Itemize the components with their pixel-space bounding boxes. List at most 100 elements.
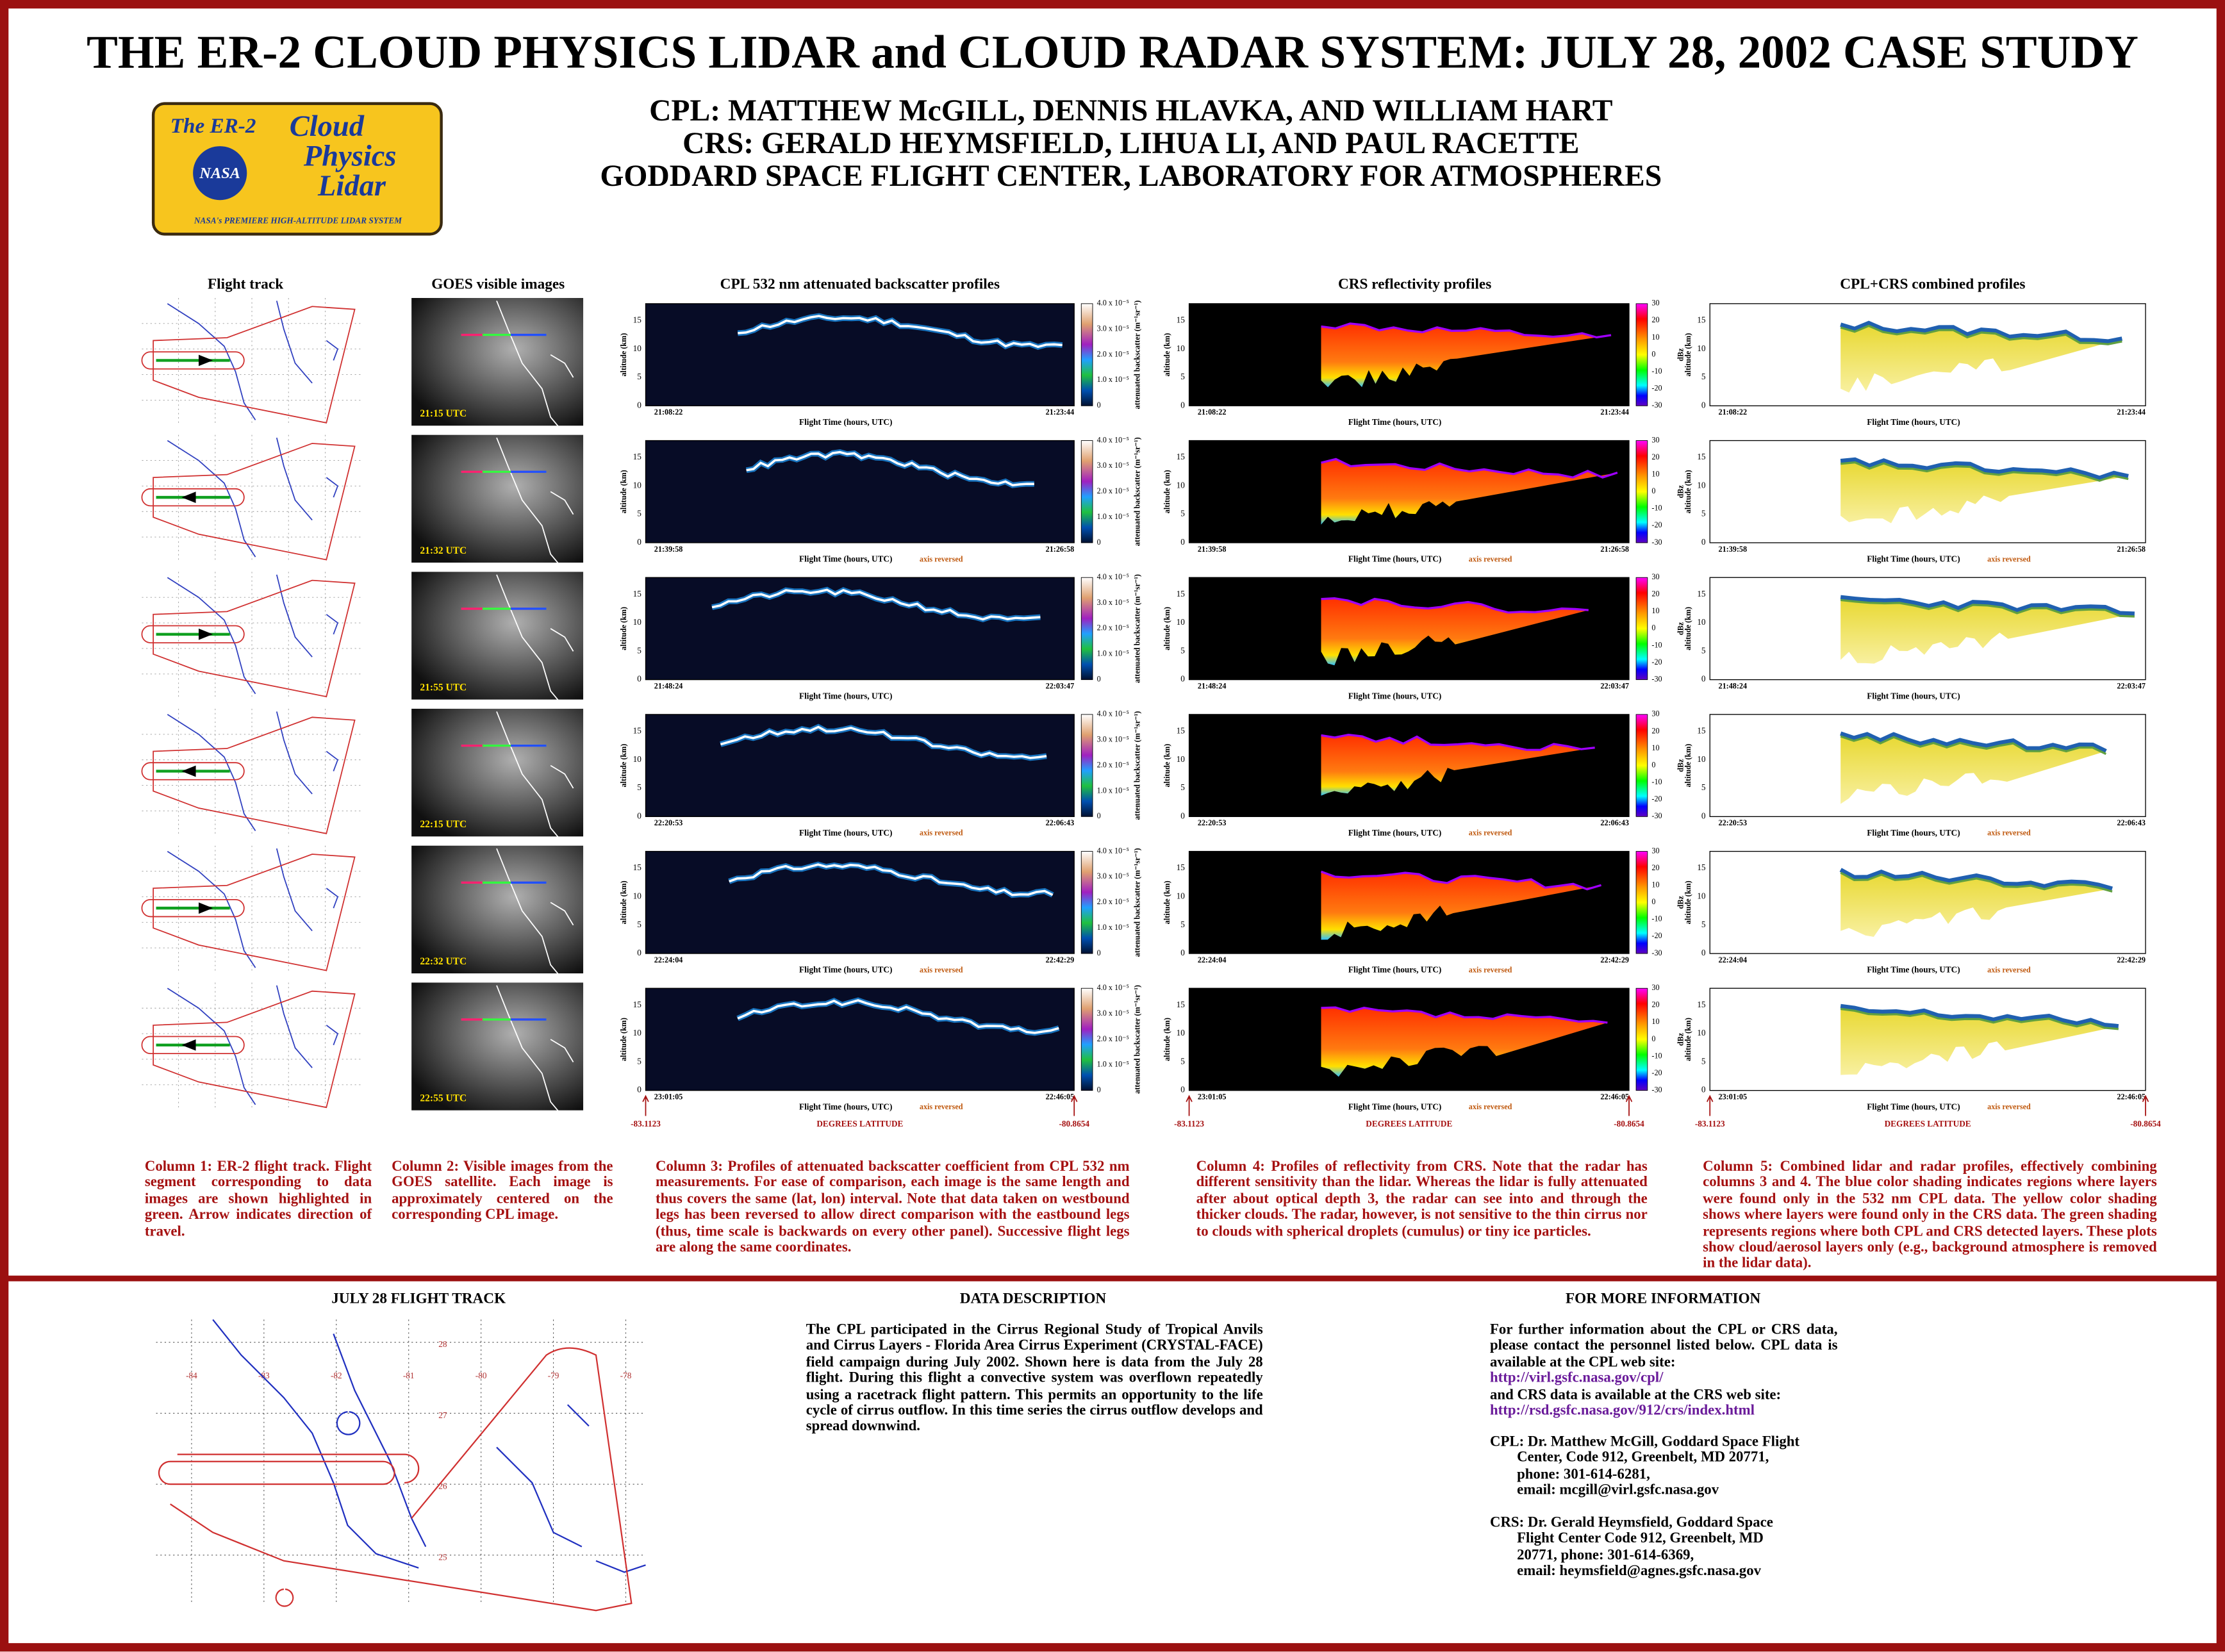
- author-line: CRS: GERALD HEYMSFIELD, LIHUA LI, AND PA…: [682, 127, 1579, 160]
- goes-coastline: [496, 437, 574, 572]
- altitude-tick: 5: [1180, 920, 1185, 929]
- echo-top: [1321, 322, 1612, 339]
- altitude-tick: 15: [1177, 1000, 1186, 1009]
- altitude-tick: 0: [1701, 537, 1706, 547]
- colorbar-tick: 3.0 x 10⁻⁵: [1097, 1009, 1129, 1018]
- poster-title: THE ER-2 CLOUD PHYSICS LIDAR and CLOUD R…: [87, 26, 2138, 78]
- goes-time: 21:55 UTC: [420, 682, 467, 693]
- colorbar-tick: 20: [1651, 726, 1659, 735]
- flight-time-label: Flight Time (hours, UTC): [799, 828, 892, 838]
- flight-path: [158, 1347, 633, 1612]
- crs-url[interactable]: http://rsd.gsfc.nasa.gov/912/crs/index.h…: [1490, 1403, 1755, 1419]
- contact-line: email: mcgill@virl.gsfc.nasa.gov: [1517, 1483, 1719, 1499]
- backscatter-layer: [720, 725, 1047, 759]
- colorbar-tick: -10: [1651, 640, 1662, 649]
- colorbar-tick: 4.0 x 10⁻⁵: [1097, 572, 1129, 581]
- longitude-label: -81: [403, 1371, 415, 1380]
- altitude-tick: 0: [1180, 674, 1185, 684]
- altitude-tick: 5: [1180, 782, 1185, 792]
- altitude-tick: 0: [1180, 948, 1185, 957]
- axis-reversed-note: axis reversed: [920, 1102, 963, 1111]
- column-header: CPL 532 nm attenuated backscatter profil…: [720, 276, 1000, 292]
- altitude-label: altitude (km): [1162, 1018, 1171, 1061]
- reflectivity-echo: [1321, 598, 1589, 666]
- both-layer: [1840, 324, 2122, 345]
- altitude-tick: 15: [1697, 589, 1706, 599]
- latitude-label: 28: [438, 1339, 447, 1349]
- latitude-end: -80.8654: [1059, 1119, 1089, 1128]
- colorbar-tick: -20: [1651, 1068, 1662, 1077]
- goes-time: 22:55 UTC: [420, 1093, 467, 1104]
- colorbar-tick: 10: [1651, 469, 1659, 478]
- flight-time-label: Flight Time (hours, UTC): [1867, 554, 1960, 564]
- altitude-label: altitude (km): [619, 1018, 628, 1061]
- altitude-label: altitude (km): [619, 880, 628, 924]
- logo-name: Cloud: [290, 110, 365, 143]
- direction-arrow: [181, 765, 196, 777]
- colorbar-tick: 20: [1651, 590, 1659, 599]
- cpl-only-layer: [1840, 731, 2107, 754]
- colorbar: [1080, 440, 1093, 543]
- altitude-tick: 0: [1180, 1085, 1185, 1094]
- altitude-label: altitude (km): [1683, 744, 1692, 788]
- flight-time-label: Flight Time (hours, UTC): [1348, 965, 1441, 975]
- cpl-only-layer: [1840, 320, 2122, 344]
- axis-reversed-note: axis reversed: [1469, 829, 1512, 838]
- goes-image: [411, 982, 584, 1111]
- altitude-label: altitude (km): [1162, 607, 1171, 650]
- start-time: 21:08:22: [1719, 408, 1748, 417]
- latitude-end: -80.8654: [1614, 1119, 1644, 1128]
- longitude-label: -78: [620, 1371, 632, 1380]
- altitude-tick: 15: [1697, 863, 1706, 872]
- colorbar-tick: 1.0 x 10⁻⁵: [1097, 512, 1129, 521]
- altitude-tick: 0: [1180, 400, 1185, 409]
- echo-top: [1321, 597, 1589, 614]
- column-header: CRS reflectivity profiles: [1338, 276, 1491, 292]
- cpl-only-layer: [1839, 868, 2113, 891]
- nasa-meatball: [193, 146, 247, 201]
- colorbar-tick: 20: [1651, 1000, 1659, 1009]
- altitude-tick: 15: [1697, 726, 1706, 736]
- altitude-tick: 5: [637, 1056, 641, 1066]
- contact-line: CRS: Dr. Gerald Heymsfield, Goddard Spac…: [1490, 1515, 1773, 1532]
- direction-arrow: [199, 902, 213, 914]
- colorbar-tick: -30: [1651, 674, 1662, 683]
- flight-time-label: Flight Time (hours, UTC): [799, 554, 892, 564]
- contact-line: 20771, phone: 301-614-6369,: [1517, 1548, 1694, 1564]
- logo-name: Lidar: [317, 170, 386, 202]
- section-title: FOR MORE INFORMATION: [1566, 1291, 1761, 1307]
- altitude-label: altitude (km): [1683, 470, 1692, 513]
- altitude-tick: 0: [1701, 1085, 1706, 1094]
- flight-path: [141, 579, 356, 698]
- altitude-tick: 10: [633, 617, 642, 627]
- altitude-tick: 0: [1701, 400, 1706, 409]
- colorbar-tick: 30: [1651, 709, 1659, 718]
- end-time: 21:23:44: [1046, 408, 1075, 417]
- colorbar-tick: -10: [1651, 1051, 1662, 1060]
- end-time: 22:03:47: [1600, 682, 1629, 691]
- colorbar-tick: 4.0 x 10⁻⁵: [1097, 709, 1129, 718]
- echo-top: [1321, 1006, 1608, 1024]
- altitude-tick: 15: [1697, 315, 1706, 324]
- flight-time-label: Flight Time (hours, UTC): [799, 691, 892, 700]
- altitude-tick: 0: [637, 948, 641, 957]
- colorbar-tick: 1.0 x 10⁻⁵: [1097, 649, 1129, 658]
- cpl-url[interactable]: http://virl.gsfc.nasa.gov/cpl/: [1490, 1371, 1664, 1387]
- altitude-tick: 5: [1180, 372, 1185, 381]
- latitude-start: -83.1123: [1695, 1119, 1725, 1128]
- colorbar-tick: 1.0 x 10⁻⁵: [1097, 1060, 1129, 1069]
- altitude-tick: 10: [633, 1028, 642, 1037]
- reflectivity-echo: [1321, 323, 1612, 388]
- altitude-tick: 10: [1177, 1028, 1186, 1037]
- end-time: 22:06:43: [1046, 818, 1075, 827]
- altitude-tick: 10: [1697, 754, 1706, 764]
- altitude-tick: 5: [637, 509, 641, 518]
- colorbar-label: attenuated backscatter (m⁻¹sr⁻¹): [1133, 301, 1142, 409]
- goes-image: [411, 709, 584, 837]
- colorbar-tick: 0: [1651, 760, 1655, 769]
- axis-reversed-note: axis reversed: [1987, 554, 2031, 563]
- direction-arrow: [199, 628, 213, 640]
- flight-time-label: Flight Time (hours, UTC): [1348, 1102, 1441, 1111]
